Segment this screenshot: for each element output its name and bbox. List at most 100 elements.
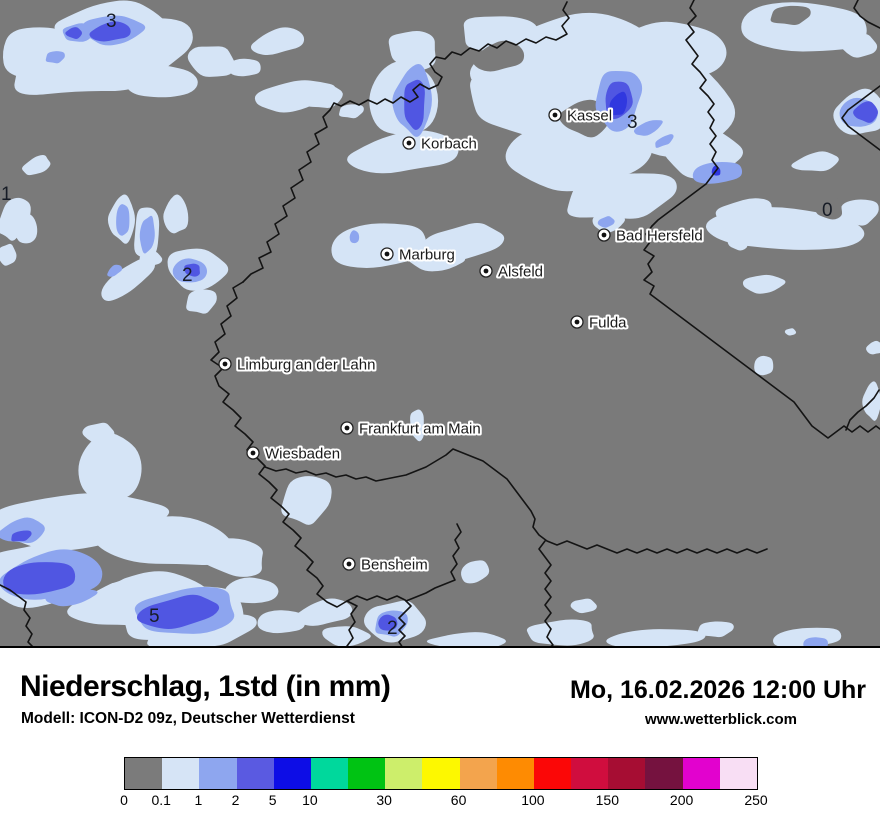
legend-tick: 1 bbox=[194, 792, 203, 808]
rain-cell bbox=[22, 154, 51, 176]
rain-cell bbox=[3, 562, 76, 595]
rain-cell bbox=[89, 21, 131, 42]
rain-cell bbox=[838, 199, 879, 226]
precip-value-label: 5 bbox=[149, 606, 160, 627]
rain-cell bbox=[406, 247, 466, 272]
city-marker-dot bbox=[552, 112, 558, 118]
rain-cell bbox=[45, 51, 65, 64]
city-label: Limburg an der Lahn bbox=[237, 357, 375, 374]
legend-segment bbox=[719, 758, 757, 789]
rain-cell bbox=[841, 33, 878, 58]
legend-tick: 100 bbox=[521, 792, 545, 808]
rain-cell bbox=[139, 215, 155, 254]
legend-colorbar bbox=[124, 757, 758, 790]
legend-segment bbox=[496, 758, 534, 789]
rain-cell bbox=[65, 27, 82, 39]
city-label: Bensheim bbox=[361, 557, 428, 574]
rain-cell bbox=[186, 289, 217, 314]
rain-cell bbox=[14, 211, 38, 244]
rain-cell bbox=[463, 16, 540, 54]
rain-cell bbox=[163, 194, 189, 234]
city-fulda: Fulda bbox=[570, 313, 629, 334]
state-border-line bbox=[643, 225, 880, 439]
rain-cell bbox=[567, 173, 677, 219]
city-label: Alsfeld bbox=[498, 264, 543, 281]
rain-cell bbox=[349, 230, 360, 244]
legend-segment bbox=[608, 758, 646, 789]
rain-cell bbox=[378, 614, 398, 631]
city-marker-dot bbox=[346, 561, 352, 567]
rain-cell bbox=[742, 274, 786, 294]
land-gap bbox=[472, 40, 525, 72]
rain-cell bbox=[655, 134, 674, 148]
rain-cell bbox=[726, 230, 748, 251]
rain-cell bbox=[461, 560, 490, 584]
legend-tick: 5 bbox=[268, 792, 277, 808]
legend-segment bbox=[162, 758, 200, 789]
legend-tick: 0.1 bbox=[151, 792, 171, 808]
precip-value-label: 0 bbox=[822, 200, 833, 221]
rain-cell bbox=[715, 198, 775, 232]
city-label: Kassel bbox=[567, 108, 612, 125]
rain-cell bbox=[187, 46, 236, 77]
rain-cell bbox=[299, 84, 343, 108]
legend-segment bbox=[125, 758, 163, 789]
rain-cell bbox=[101, 257, 155, 301]
city-alsfeld: Alsfeld bbox=[479, 262, 545, 283]
legend-segment bbox=[199, 758, 237, 789]
state-borders bbox=[0, 0, 880, 646]
rain-cell bbox=[116, 204, 130, 236]
rain-cell bbox=[570, 598, 597, 614]
state-border-line bbox=[845, 389, 880, 431]
rain-cell bbox=[597, 216, 615, 228]
legend-tick: 60 bbox=[450, 792, 467, 808]
city-bensheim: Bensheim bbox=[342, 555, 430, 576]
rain-cell bbox=[139, 251, 163, 267]
precip-value-label: 1 bbox=[1, 184, 12, 205]
rain-cell bbox=[754, 355, 774, 376]
city-label: Korbach bbox=[421, 136, 477, 153]
legend-segment bbox=[385, 758, 423, 789]
rain-cell bbox=[228, 58, 261, 77]
legend-segment bbox=[348, 758, 386, 789]
rain-cell bbox=[410, 409, 425, 442]
rain-cell bbox=[470, 65, 571, 137]
city-label: Wiesbaden bbox=[265, 446, 340, 463]
city-marker-dot bbox=[406, 140, 412, 146]
state-border-line bbox=[264, 448, 768, 554]
rain-cell bbox=[257, 610, 306, 634]
state-border-line bbox=[346, 595, 412, 646]
rain-cell bbox=[78, 433, 142, 501]
rain-cell bbox=[0, 243, 17, 266]
rain-cell bbox=[136, 594, 220, 630]
precip-value-label: 2 bbox=[387, 618, 398, 639]
legend-tick: 200 bbox=[669, 792, 694, 808]
rain-cell bbox=[45, 588, 98, 607]
city-marker-dot bbox=[250, 450, 256, 456]
rain-cell bbox=[11, 530, 32, 542]
rain-cell bbox=[526, 619, 594, 646]
legend-segment bbox=[422, 758, 460, 789]
rain-cell bbox=[294, 598, 353, 626]
land-gap bbox=[814, 197, 843, 220]
rain-cell bbox=[697, 621, 734, 638]
rain-cell bbox=[609, 91, 628, 116]
rain-cell bbox=[615, 21, 727, 80]
rain-cell bbox=[322, 626, 371, 646]
legend-segment bbox=[273, 758, 311, 789]
precip-value-label: 2 bbox=[182, 265, 193, 286]
rain-cell bbox=[633, 120, 663, 136]
city-marker-dot bbox=[574, 319, 580, 325]
rain-cell bbox=[125, 65, 198, 98]
city-limburg-an-der-lahn: Limburg an der Lahn bbox=[218, 355, 377, 376]
city-label: Bad Hersfeld bbox=[616, 228, 703, 245]
city-marker-dot bbox=[222, 361, 228, 367]
legend-segment bbox=[459, 758, 497, 789]
model-info: Modell: ICON-D2 09z, Deutscher Wetterdie… bbox=[21, 710, 355, 727]
legend-tick-labels: 0 0.1 1 2 5 10 30 60 100 150 200 250 bbox=[120, 792, 768, 812]
legend-segment bbox=[682, 758, 720, 789]
land-gap bbox=[281, 565, 339, 590]
legend-tick: 0 bbox=[120, 792, 128, 808]
state-border-line bbox=[538, 540, 554, 646]
state-border-line bbox=[242, 1, 570, 283]
